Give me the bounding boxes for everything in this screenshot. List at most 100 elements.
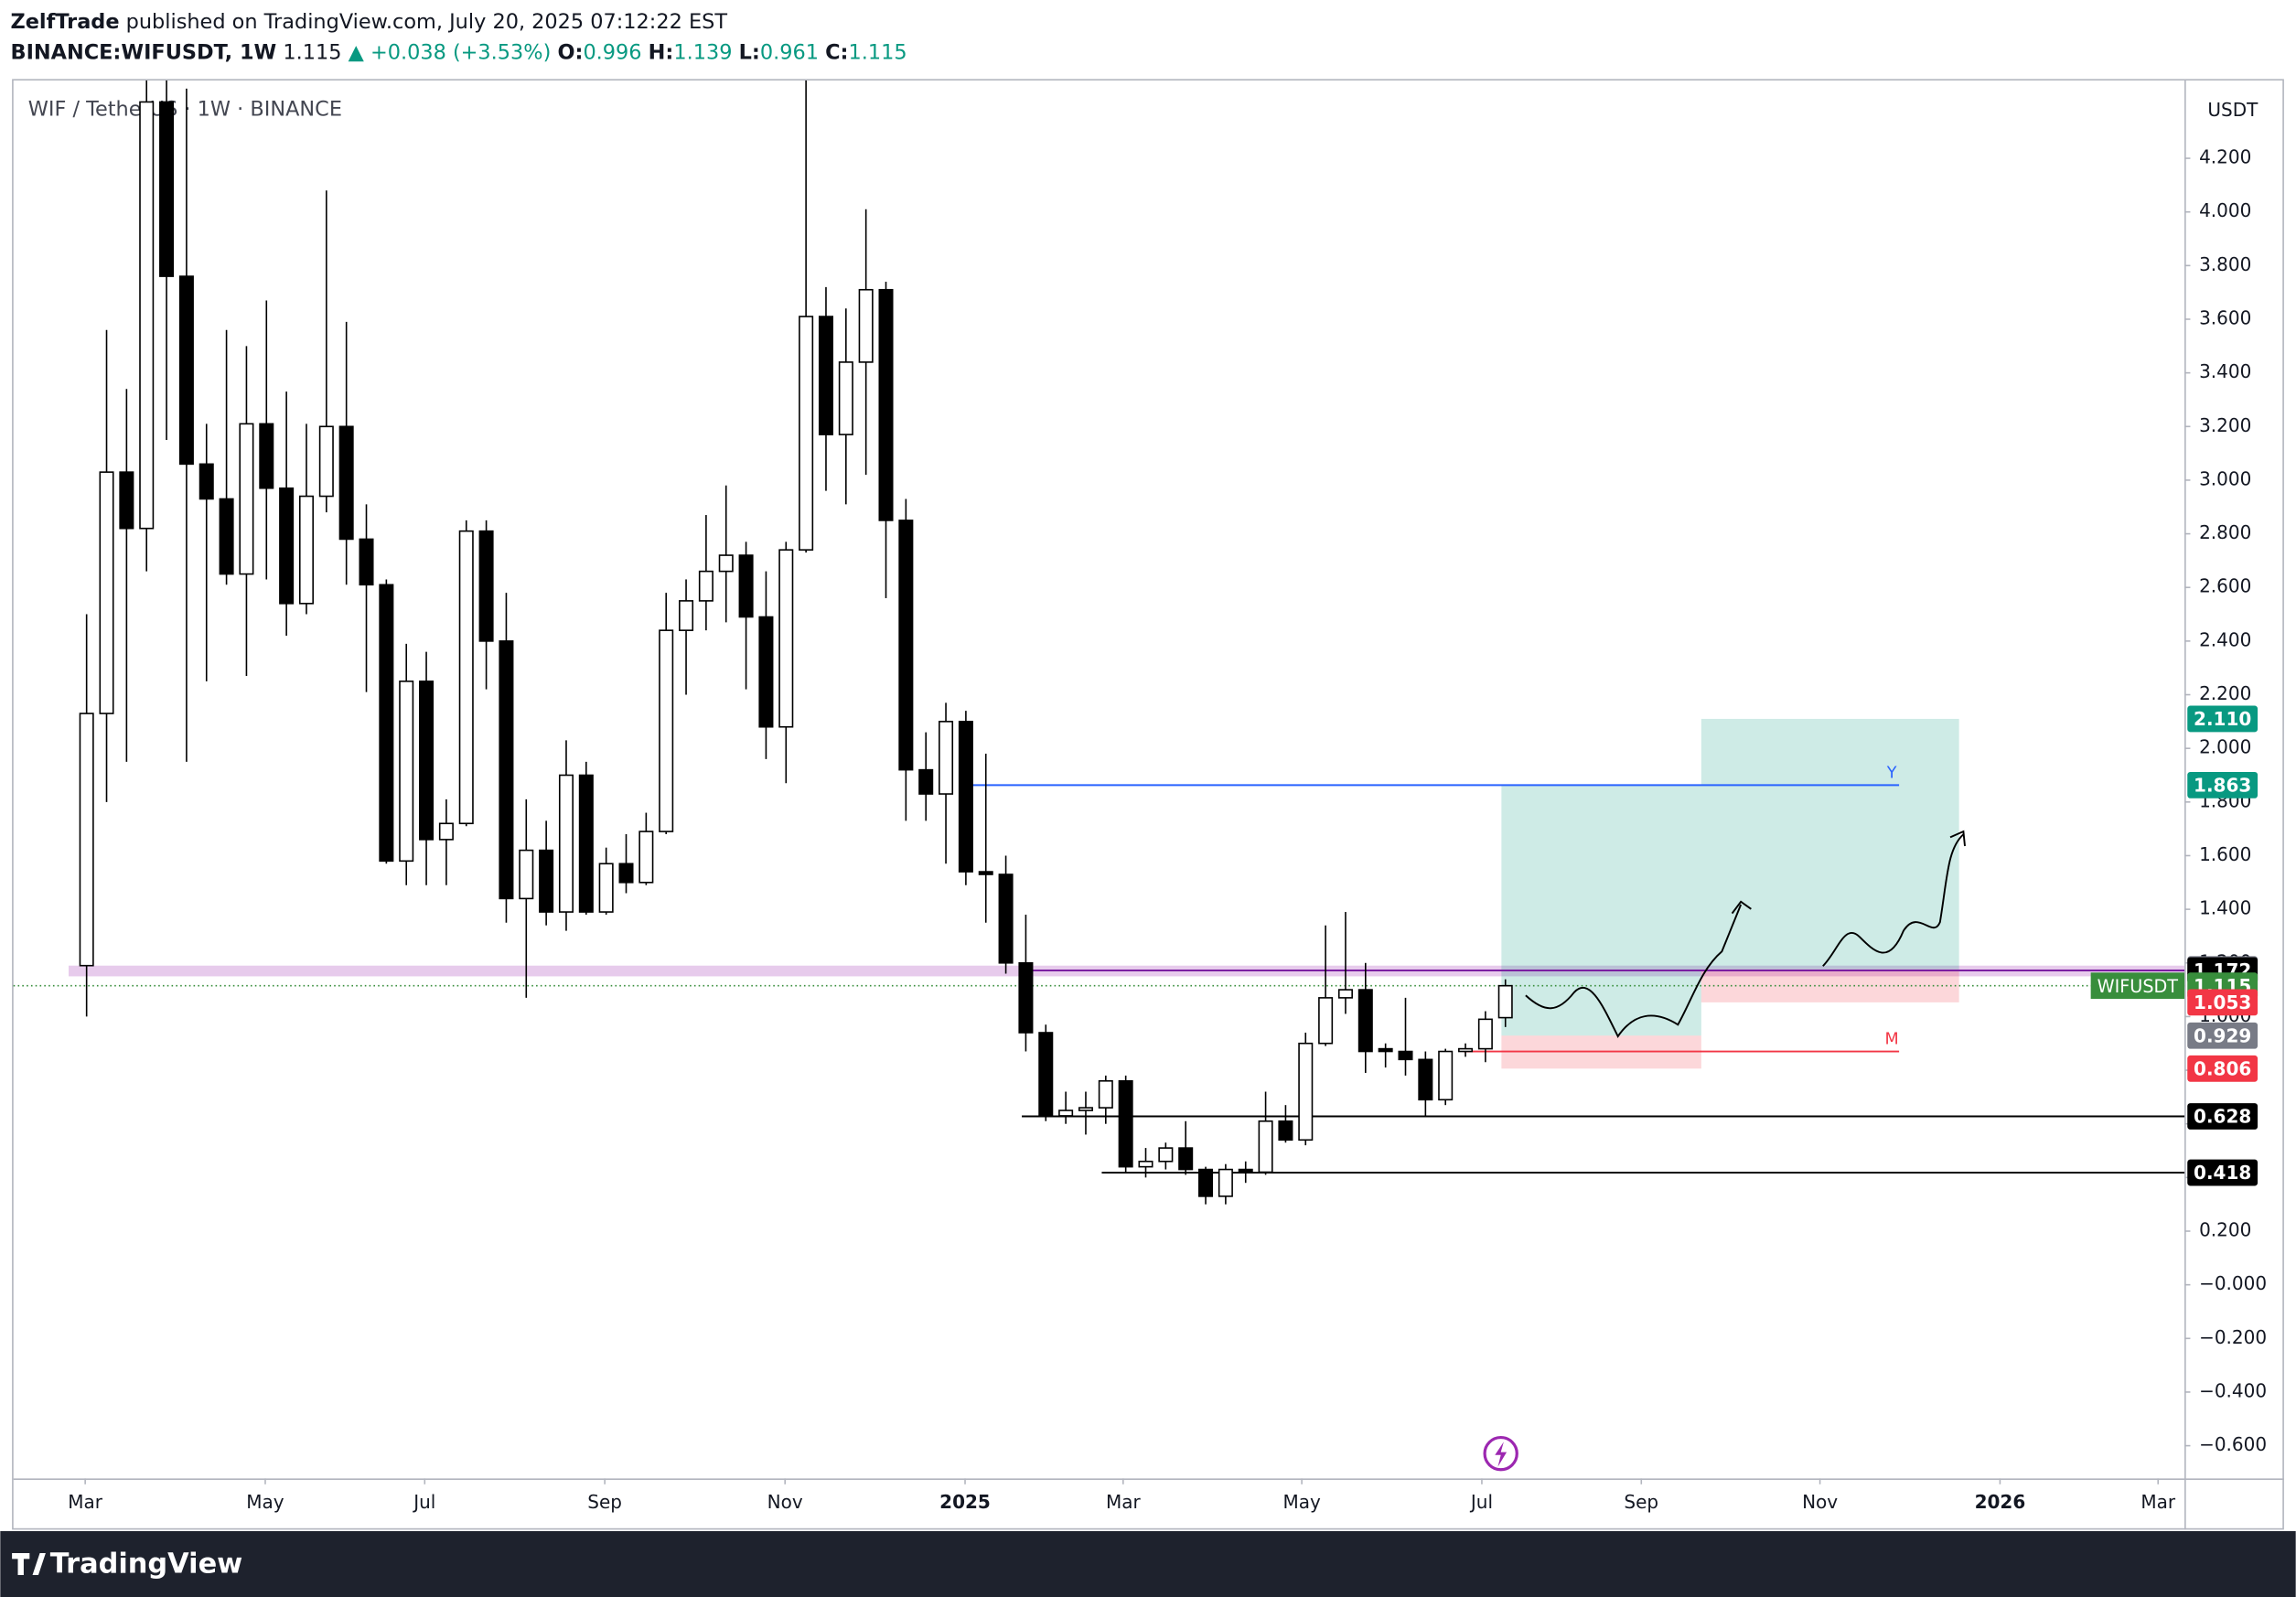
candle-body: [259, 423, 274, 489]
candle-body: [1298, 1042, 1314, 1141]
candle-body: [298, 495, 314, 605]
logo: [12, 1552, 46, 1575]
ohlc-value: 1.139: [673, 40, 732, 64]
candle-body: [578, 774, 594, 913]
projection-sketch: [1525, 830, 1966, 1038]
candle-body: [679, 600, 694, 631]
x-tick-label: May: [1282, 1491, 1321, 1513]
ohlc-key: H:: [649, 40, 674, 64]
candle-body: [79, 713, 94, 967]
ohlc-value: 1.115: [848, 40, 907, 64]
level-label: Y: [1886, 765, 1897, 783]
candle-body: [338, 425, 354, 541]
candle-body: [858, 288, 874, 363]
y-tick-label: 3.000: [2199, 467, 2251, 489]
candle-body: [1058, 1109, 1074, 1117]
candle-body: [778, 549, 794, 728]
x-tick-label: May: [246, 1491, 284, 1513]
candle-body: [1018, 961, 1034, 1034]
candle-body: [198, 463, 214, 500]
candle-body: [1458, 1047, 1474, 1053]
candle-body: [419, 681, 435, 841]
last-price: 1.115: [283, 40, 341, 64]
y-tick-label: −0.400: [2199, 1379, 2267, 1401]
y-tick-label: 2.800: [2199, 521, 2251, 543]
brand: TradingView: [50, 1548, 243, 1580]
x-tick-label: Mar: [1106, 1491, 1142, 1513]
candle-body: [659, 629, 674, 832]
price-badge: [2187, 1159, 2258, 1186]
y-tick-label: −0.600: [2199, 1433, 2267, 1455]
candle-body: [359, 538, 374, 586]
ohlc-key: L:: [739, 40, 760, 64]
candle-body: [1357, 989, 1373, 1053]
candle-body: [119, 471, 134, 530]
candle-body: [219, 498, 234, 575]
candle-body: [898, 520, 914, 771]
x-tick-label: 2025: [939, 1491, 991, 1513]
candle-body: [399, 681, 414, 863]
candle-body: [978, 871, 993, 875]
candle-body: [598, 863, 614, 913]
y-tick-label: 3.400: [2199, 360, 2251, 382]
y-tick-label: 3.200: [2199, 414, 2251, 436]
x-tick-label: Sep: [1624, 1491, 1658, 1513]
price-badge-label: 0.628: [2194, 1106, 2251, 1128]
candle-body: [318, 425, 334, 498]
candle-body: [1038, 1032, 1054, 1117]
profit-zone: [1501, 785, 1701, 1036]
candle-body: [379, 584, 394, 863]
candle-body: [1278, 1120, 1293, 1141]
candle-body: [718, 554, 734, 573]
y-tick-label: 0.200: [2199, 1219, 2251, 1241]
x-tick-label: Nov: [1802, 1491, 1838, 1513]
candle-body: [279, 487, 295, 605]
candle-body: [1497, 984, 1513, 1019]
candle-body: [878, 288, 894, 521]
x-tick-label: Mar: [2140, 1491, 2176, 1513]
candle-body: [638, 831, 654, 884]
candle-body: [558, 774, 574, 913]
candle-body: [758, 616, 774, 728]
price-badge: [2187, 989, 2258, 1016]
x-tick-label: Jul: [1469, 1491, 1493, 1513]
y-tick-label: 2.600: [2199, 575, 2251, 597]
candle-body: [618, 863, 634, 884]
x-tick-label: Sep: [587, 1491, 622, 1513]
profit-zone: [1701, 718, 1959, 970]
candle-body: [1337, 989, 1353, 999]
x-tick-label: 2026: [1975, 1491, 2026, 1513]
candle-body: [1158, 1147, 1174, 1163]
candle-body: [1218, 1168, 1233, 1197]
price-badge: [2187, 705, 2258, 733]
publisher: ZelfTrade: [11, 10, 120, 34]
x-tick-label: Jul: [412, 1491, 435, 1513]
candle-body: [99, 471, 114, 714]
y-tick-label: 2.400: [2199, 628, 2251, 650]
candle-body: [1198, 1168, 1214, 1197]
candle-body: [239, 423, 254, 575]
candle-body: [1078, 1107, 1093, 1111]
y-tick-label: 1.400: [2199, 897, 2251, 919]
candle-body: [159, 101, 175, 277]
ohlc-legend: BINANCE:WIFUSDT, 1W 1.115 ▲ +0.038 (+3.5…: [11, 40, 907, 64]
event-icon: [1483, 1435, 1518, 1472]
candle-body: [818, 316, 833, 435]
badge-name: WIFUSDT: [2098, 976, 2179, 997]
y-tick-label: 3.800: [2199, 253, 2251, 275]
candle-body: [1138, 1160, 1153, 1168]
candle-body: [1398, 1050, 1413, 1061]
ohlc-value: 0.961: [760, 40, 819, 64]
y-tick-label: 2.000: [2199, 736, 2251, 758]
candle-body: [458, 530, 474, 825]
candle-body: [139, 101, 155, 530]
candle-body: [998, 874, 1014, 964]
price-badge: [2187, 1103, 2258, 1130]
candle-body: [1318, 997, 1334, 1045]
candle-body: [1378, 1047, 1393, 1053]
ohlc-value: 0.996: [583, 40, 641, 64]
ohlc-key: C:: [825, 40, 848, 64]
candle-body: [799, 316, 814, 551]
